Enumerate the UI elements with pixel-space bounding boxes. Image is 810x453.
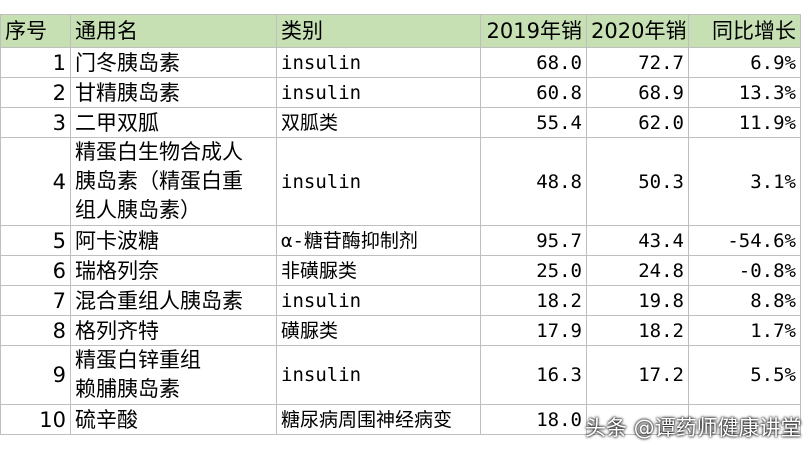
table-row: 1 门冬胰岛素 insulin 68.0 72.7 6.9% (0, 47, 801, 78)
watermark: 头条 @谭药师健康讲堂 (585, 416, 802, 440)
table-cell: 瑞格列奈 (70, 255, 277, 286)
cell-line: 赖脯胰岛素 (75, 377, 180, 401)
table-row: 8 格列齐特 磺脲类 17.9 18.2 1.7% (0, 315, 801, 346)
table-cell: 8 (0, 315, 71, 346)
data-table: 序号 通用名 类别 2019年销 2020年销 同比增长 1 门冬胰岛素 insulin 68.0… (0, 14, 801, 435)
cell-line: 胰岛素（精蛋白重 (75, 169, 243, 193)
header-row: 序号 通用名 类别 2019年销 2020年销 同比增长 (0, 14, 801, 48)
table-cell: 硫辛酸 (70, 404, 277, 435)
header-cell: 序号 (0, 14, 71, 48)
table-cell: 18.2 (586, 315, 689, 346)
table-cell: 1.7% (688, 315, 801, 346)
table-row: 6 瑞格列奈 非磺脲类 25.0 24.8 -0.8% (0, 255, 801, 286)
table-cell: 17.2 (586, 345, 689, 405)
header-cell: 2019年销 (480, 14, 587, 48)
table-cell: 13.3% (688, 77, 801, 108)
table-cell: 68.9 (586, 77, 689, 108)
table-cell: 24.8 (586, 255, 689, 286)
table-cell: insulin (276, 77, 481, 108)
table-cell: 磺脲类 (276, 315, 481, 346)
table-cell: 6.9% (688, 47, 801, 78)
table-cell: 3 (0, 107, 71, 138)
table-row: 4 精蛋白生物合成人 胰岛素（精蛋白重 组人胰岛素） insulin 48.8 50.3 3.… (0, 137, 801, 226)
table-cell: insulin (276, 137, 481, 226)
table-cell: insulin (276, 47, 481, 78)
table-row: 5 阿卡波糖 α-糖苷酶抑制剂 95.7 43.4 -54.6% (0, 225, 801, 256)
table-cell: 精蛋白锌重组 赖脯胰岛素 (70, 345, 277, 405)
table-cell: 48.8 (480, 137, 587, 226)
table-cell: α-糖苷酶抑制剂 (276, 225, 481, 256)
table-cell: 62.0 (586, 107, 689, 138)
table-cell: -54.6% (688, 225, 801, 256)
table-cell: 3.1% (688, 137, 801, 226)
table-cell: insulin (276, 345, 481, 405)
table-cell: 2 (0, 77, 71, 108)
table-cell: 19.8 (586, 285, 689, 316)
table-cell: 阿卡波糖 (70, 225, 277, 256)
table-cell: insulin (276, 285, 481, 316)
table-cell: 6 (0, 255, 71, 286)
table-cell: 甘精胰岛素 (70, 77, 277, 108)
table-cell: 60.8 (480, 77, 587, 108)
table-cell: 50.3 (586, 137, 689, 226)
table-cell: 95.7 (480, 225, 587, 256)
table-cell: 16.3 (480, 345, 587, 405)
table-cell: -0.8% (688, 255, 801, 286)
table-cell: 18.2 (480, 285, 587, 316)
table-row: 3 二甲双胍 双胍类 55.4 62.0 11.9% (0, 107, 801, 138)
table-cell: 72.7 (586, 47, 689, 78)
table-cell: 精蛋白生物合成人 胰岛素（精蛋白重 组人胰岛素） (70, 137, 277, 226)
table-cell (688, 404, 801, 435)
table-cell: 18.0 (480, 404, 587, 435)
table-body: 序号 通用名 类别 2019年销 2020年销 同比增长 1 门冬胰岛素 insulin 68.0… (0, 14, 801, 435)
header-cell: 2020年销 (586, 14, 689, 48)
cell-line: 精蛋白生物合成人 (75, 140, 243, 164)
header-cell: 类别 (276, 14, 481, 48)
table-row: 7 混合重组人胰岛素 insulin 18.2 19.8 8.8% (0, 285, 801, 316)
table-cell: 43.4 (586, 225, 689, 256)
table-row: 2 甘精胰岛素 insulin 60.8 68.9 13.3% (0, 77, 801, 108)
table-cell: 17.9 (480, 315, 587, 346)
table-cell: 68.0 (480, 47, 587, 78)
table-cell: 4 (0, 137, 71, 226)
table-cell: 双胍类 (276, 107, 481, 138)
table-cell: 7 (0, 285, 71, 316)
table-cell: 格列齐特 (70, 315, 277, 346)
table-row: 10 硫辛酸 糖尿病周围神经病变 18.0 (0, 404, 801, 435)
table-cell: 8.8% (688, 285, 801, 316)
table-cell: 25.0 (480, 255, 587, 286)
table-cell: 5 (0, 225, 71, 256)
table-cell: 混合重组人胰岛素 (70, 285, 277, 316)
table-cell: 二甲双胍 (70, 107, 277, 138)
table-cell: 55.4 (480, 107, 587, 138)
cell-line: 精蛋白锌重组 (75, 348, 201, 372)
table-cell: 9 (0, 345, 71, 405)
header-cell: 同比增长 (688, 14, 801, 48)
cell-line: 组人胰岛素） (75, 198, 201, 222)
table-cell: 11.9% (688, 107, 801, 138)
table-cell (586, 404, 689, 435)
table-cell: 糖尿病周围神经病变 (276, 404, 481, 435)
table-cell: 10 (0, 404, 71, 435)
header-cell: 通用名 (70, 14, 277, 48)
table-cell: 非磺脲类 (276, 255, 481, 286)
table-cell: 门冬胰岛素 (70, 47, 277, 78)
table-cell: 5.5% (688, 345, 801, 405)
table-row: 9 精蛋白锌重组 赖脯胰岛素 insulin 16.3 17.2 5.5% (0, 345, 801, 405)
table-cell: 1 (0, 47, 71, 78)
